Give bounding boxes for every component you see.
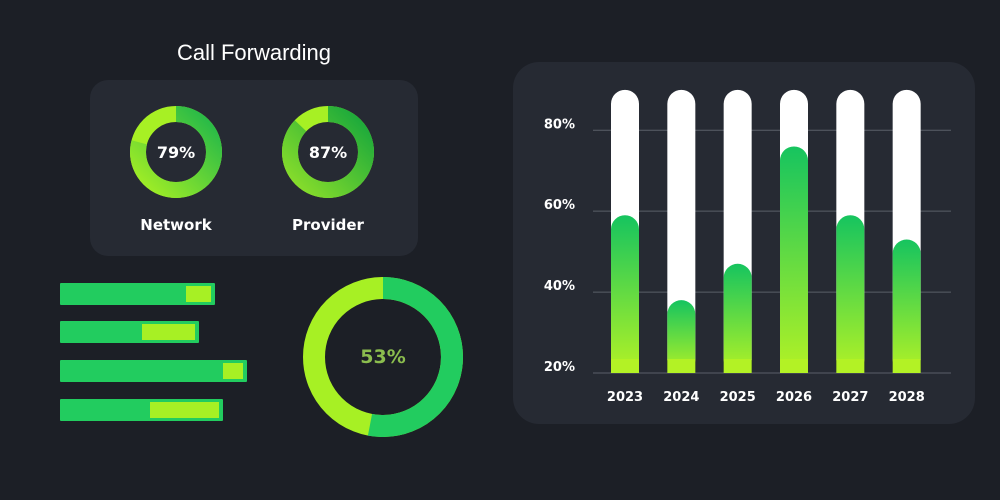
donut-percent: 53% — [360, 346, 406, 368]
x-tick-label: 2028 — [889, 390, 925, 405]
bar — [892, 239, 921, 373]
bar-chart: 20% 40% 60% 80% 2023 2024 2025 2026 2027 2028 — [544, 89, 951, 405]
x-tick-label: 2024 — [663, 390, 699, 405]
gauge-hole — [152, 128, 200, 176]
gauge-arc — [282, 106, 374, 198]
bar-chart-card: 20% 40% 60% 80% 2023 2024 2025 2026 2027 2028 — [513, 62, 975, 424]
page-title: Call Forwarding — [176, 40, 332, 65]
y-tick-label: 40% — [544, 279, 575, 294]
bar — [723, 263, 752, 373]
progress-bar-fill — [149, 402, 219, 418]
x-tick-label: 2025 — [720, 390, 756, 405]
gauge-provider: 87% Provider — [280, 104, 380, 234]
progress-bar — [60, 360, 247, 382]
y-tick-label: 20% — [544, 360, 575, 375]
progress-bar — [60, 399, 223, 421]
x-tick-label: 2027 — [832, 390, 868, 405]
gauge-hole — [304, 128, 352, 176]
percent-donut — [303, 277, 463, 437]
gauge-arc — [130, 106, 222, 198]
bar — [780, 146, 808, 373]
gauge-label: Network — [140, 216, 212, 234]
bar-base — [892, 359, 921, 373]
donut-arc — [303, 277, 463, 437]
gauge-network: 79% Network — [128, 104, 228, 234]
gauge-percent: 79% — [156, 142, 196, 162]
y-tick-label: 80% — [544, 117, 575, 132]
gauge-ring — [282, 106, 374, 198]
progress-bar — [60, 321, 199, 343]
bar — [836, 215, 865, 373]
bar-base — [836, 359, 865, 373]
gauge-label: Provider — [292, 216, 364, 234]
gauge-ring — [130, 106, 222, 198]
bar-base — [723, 359, 752, 373]
gauge-percent: 87% — [308, 142, 348, 162]
x-tick-label: 2026 — [776, 390, 812, 405]
progress-bar-fill — [222, 363, 243, 379]
gauges-card: 79% Network 87% Provider — [90, 80, 418, 256]
bar — [611, 215, 639, 373]
progress-bar-fill — [142, 324, 195, 340]
bar-base — [611, 359, 639, 373]
progress-bar-fill — [185, 286, 211, 302]
y-tick-label: 60% — [544, 198, 575, 213]
bar — [667, 300, 696, 373]
x-tick-label: 2023 — [607, 390, 643, 405]
bar-base — [780, 359, 808, 373]
progress-bar — [60, 283, 215, 305]
bar-base — [667, 359, 696, 373]
